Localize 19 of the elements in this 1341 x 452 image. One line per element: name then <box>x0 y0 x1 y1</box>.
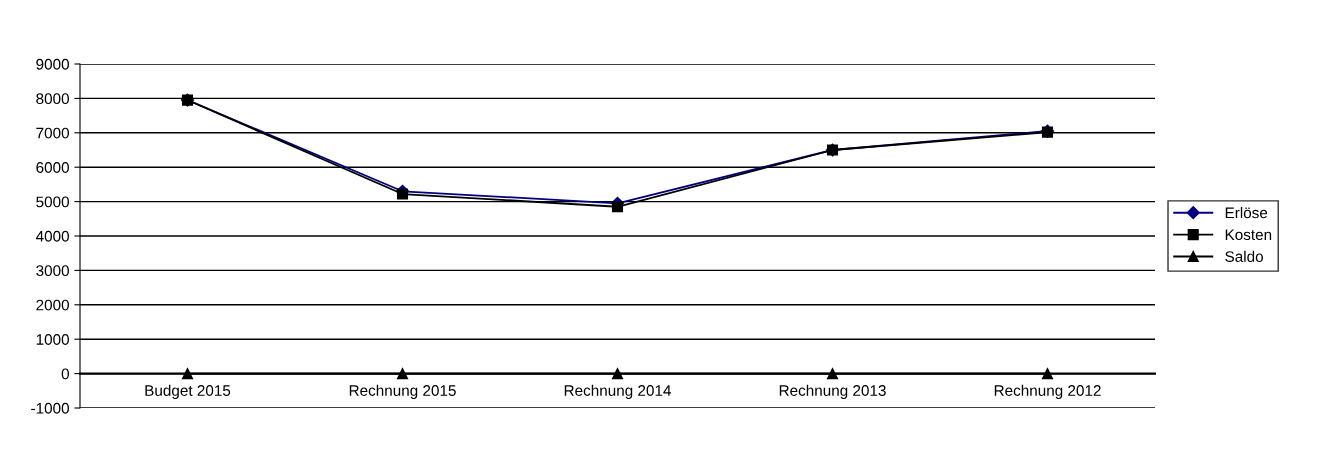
x-tick-label: Rechnung 2015 <box>349 384 456 399</box>
y-tick-label: 8000 <box>36 93 69 105</box>
legend-label: Saldo <box>1225 250 1263 262</box>
y-tick-label: 2000 <box>36 299 69 311</box>
y-tick-label: 7000 <box>36 127 69 139</box>
x-tick-label: Budget 2015 <box>145 384 231 399</box>
y-tick-label: 5000 <box>36 196 69 208</box>
legend-label: Erlöse <box>1225 207 1268 219</box>
y-tick-label: 6000 <box>36 162 69 173</box>
y-tick-label: 0 <box>61 368 69 380</box>
x-tick-label: Rechnung 2014 <box>564 384 671 399</box>
y-tick-label: 9000 <box>36 58 69 70</box>
legend-label: Kosten <box>1225 229 1272 241</box>
x-tick-label: Rechnung 2013 <box>779 384 886 399</box>
y-tick-label: -1000 <box>31 402 69 414</box>
y-tick-label: 1000 <box>36 334 69 345</box>
x-tick-label: Rechnung 2012 <box>994 384 1101 399</box>
y-tick-label: 3000 <box>36 265 69 277</box>
y-tick-label: 4000 <box>35 230 69 242</box>
